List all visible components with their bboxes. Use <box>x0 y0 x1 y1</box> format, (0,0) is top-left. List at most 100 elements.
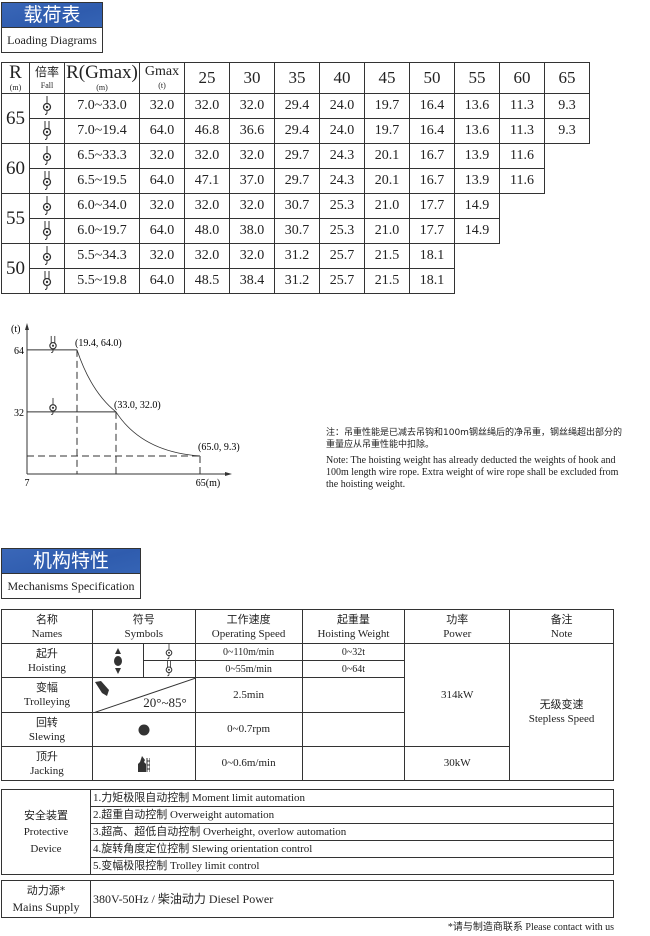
col-r: R (m) <box>1 62 30 94</box>
load-value: 30.7 <box>274 218 320 244</box>
protective-item: 3.超高、超低自动控制 Overheight, overlow automati… <box>90 823 614 841</box>
protective-item: 1.力矩极限自动控制 Moment limit automation <box>90 789 614 807</box>
load-value: 24.0 <box>319 93 365 119</box>
protective-device-table: 安全装置 Protective Device 1.力矩极限自动控制 Moment l… <box>1 789 614 875</box>
load-value: 16.4 <box>409 93 455 119</box>
load-value: 13.6 <box>454 93 500 119</box>
load-value: 24.3 <box>319 143 365 169</box>
hook-2-fall-icon <box>29 193 65 219</box>
protective-item: 2.超重自动控制 Overweight automation <box>90 806 614 824</box>
gmax: 64.0 <box>139 268 185 294</box>
row-slewing: 回转 Slewing 0~0.7rpm <box>1 712 614 747</box>
trolleying-angle: 20°~85° <box>143 695 187 710</box>
load-value: 48.0 <box>184 218 230 244</box>
hoisting-weight-1: 0~32t <box>301 643 406 661</box>
slewing-icon <box>91 712 196 747</box>
load-value: 18.1 <box>409 243 455 269</box>
boom-length: 55 <box>1 193 30 244</box>
hoisting-speed-2: 0~55m/min <box>194 660 303 678</box>
y-axis-label: (t) <box>11 324 20 335</box>
hoisting-speed-1: 0~110m/min <box>194 643 303 661</box>
load-value: 20.1 <box>364 143 410 169</box>
load-value: 17.7 <box>409 193 455 219</box>
load-value: 9.3 <box>544 93 590 119</box>
y-axis-arrow <box>25 323 29 330</box>
load-value: 19.7 <box>364 118 410 144</box>
point-label: (65.0, 9.3) <box>198 442 240 453</box>
load-value: 17.7 <box>409 218 455 244</box>
load-value: 21.0 <box>364 193 410 219</box>
hook-2-fall-icon <box>29 243 65 269</box>
hook-2-fall-icon <box>29 93 65 119</box>
power-main: 314kW <box>404 643 511 747</box>
col-radius: 30 <box>229 62 275 94</box>
load-value: 9.3 <box>544 118 590 144</box>
gmax: 32.0 <box>139 243 185 269</box>
slewing-weight <box>301 712 406 747</box>
load-value: 13.9 <box>454 168 500 194</box>
hoisting-name: 起升 Hoisting <box>1 643 93 678</box>
gmax: 32.0 <box>139 93 185 119</box>
load-value: 19.7 <box>364 93 410 119</box>
r-gmax: 7.0~19.4 <box>64 118 140 144</box>
note-cn: 注：吊重性能是已减去吊钩和100m钢丝绳后的净吊重，钢丝绳超出部分的重量应从吊重… <box>326 428 622 450</box>
load-value: 11.3 <box>499 118 545 144</box>
hoisting-weight-2: 0~64t <box>301 660 406 678</box>
point-label: (33.0, 32.0) <box>114 400 161 411</box>
gmax: 64.0 <box>139 168 185 194</box>
note-cell: 无级变速 Stepless Speed <box>509 643 614 781</box>
col-fall: 倍率 Fall <box>29 62 65 94</box>
table-row: 65 7.0~33.0 32.0 32.0 32.0 29.4 24.0 19.7 16.4 13… <box>1 93 590 144</box>
hoist-arrow-icon <box>91 643 144 678</box>
boom-length: 50 <box>1 243 30 294</box>
col-radius: 45 <box>364 62 410 94</box>
r-gmax: 5.5~34.3 <box>64 243 140 269</box>
mains-value: 380V-50Hz / 柴油动力 Diesel Power <box>90 880 614 918</box>
mech-header-row: 名称 Names 符号 Symbols 工作速度 Operating Speed 起重… <box>1 609 614 644</box>
col-symbols: 符号 Symbols <box>91 609 196 644</box>
load-value: 24.3 <box>319 168 365 194</box>
load-value: 32.0 <box>184 93 230 119</box>
load-value: 37.0 <box>229 168 275 194</box>
jacking-power: 30kW <box>404 746 511 781</box>
col-radius: 40 <box>319 62 365 94</box>
load-value: 14.9 <box>454 218 500 244</box>
load-value: 29.4 <box>274 93 320 119</box>
load-value: 38.4 <box>229 268 275 294</box>
load-value: 24.0 <box>319 118 365 144</box>
load-value: 38.0 <box>229 218 275 244</box>
load-value: 46.8 <box>184 118 230 144</box>
col-radius: 25 <box>184 62 230 94</box>
col-radius: 60 <box>499 62 545 94</box>
jacking-name: 顶升 Jacking <box>1 746 93 781</box>
col-radius: 35 <box>274 62 320 94</box>
slewing-name: 回转 Slewing <box>1 712 93 747</box>
table-row: 55 6.0~34.0 32.0 32.0 32.0 30.7 25.3 21.0 17.7 14… <box>1 193 590 244</box>
col-note: 备注 Note <box>509 609 614 644</box>
table-row: 6.5~19.5 64.0 47.1 37.0 29.7 24.3 20.1 16.7 13.9… <box>2 168 590 194</box>
col-radius: 55 <box>454 62 500 94</box>
gmax: 32.0 <box>139 193 185 219</box>
row-hoisting: 起升 Hoisting 0~110m/min 0~32t 314kW 无级变速 St… <box>1 643 614 781</box>
trolleying-name: 变幅 Trolleying <box>1 677 93 713</box>
hook-4-fall-icon <box>29 268 65 294</box>
load-curve-chart: (t) 64 32 7 65(m) (19.4, 64.0) (33.0, 32.0) (65… <box>11 323 240 489</box>
y-tick: 32 <box>14 408 24 419</box>
load-value: 25.7 <box>319 268 365 294</box>
y-tick: 64 <box>14 346 24 357</box>
loading-title-en: Loading Diagrams <box>7 33 97 47</box>
trolleying-speed: 2.5min <box>194 677 303 713</box>
load-value: 21.5 <box>364 243 410 269</box>
col-weight: 起重量 Hoisting Weight <box>301 609 406 644</box>
load-value: 29.4 <box>274 118 320 144</box>
load-value: 20.1 <box>364 168 410 194</box>
load-value: 13.9 <box>454 143 500 169</box>
trolleying-weight <box>301 677 406 713</box>
gmax: 32.0 <box>139 143 185 169</box>
load-value: 25.3 <box>319 218 365 244</box>
point-label: (19.4, 64.0) <box>75 338 122 349</box>
r-gmax: 6.0~19.7 <box>64 218 140 244</box>
table-row: 50 5.5~34.3 32.0 32.0 32.0 31.2 25.7 21.5 18.1 <box>1 243 590 294</box>
mech-title-en: Mechanisms Specification <box>7 579 135 593</box>
load-value: 32.0 <box>184 193 230 219</box>
